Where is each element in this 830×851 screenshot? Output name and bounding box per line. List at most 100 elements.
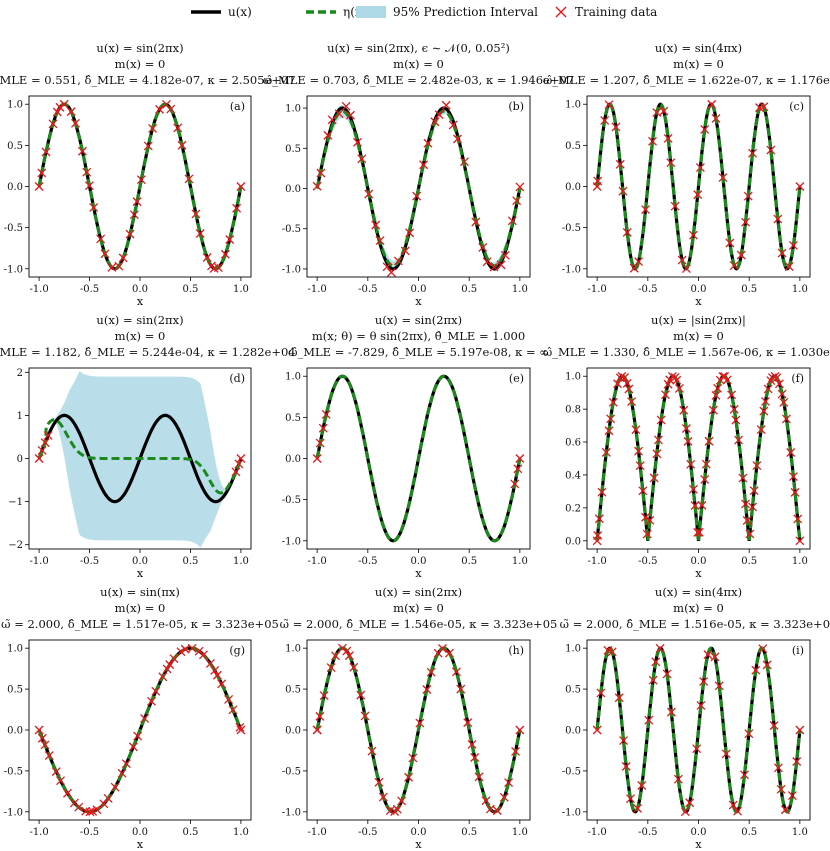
training-data-point — [312, 181, 322, 191]
training-data-point — [766, 145, 776, 155]
y-tick-label: 0.6 — [565, 438, 581, 449]
training-data-point — [656, 415, 666, 425]
training-data-point — [741, 499, 751, 509]
plot-area — [595, 374, 802, 541]
panel-label: (a) — [230, 100, 245, 113]
x-tick-label: 0.0 — [411, 556, 427, 567]
training-data-point — [652, 449, 662, 459]
x-tick-label: 0.0 — [132, 556, 148, 567]
training-data-point — [748, 502, 757, 512]
x-axis-label: x — [137, 295, 144, 308]
training-data-point — [685, 798, 695, 808]
training-data-point — [228, 705, 238, 715]
y-tick-label: 0.0 — [565, 536, 581, 547]
training-data-point — [779, 397, 789, 407]
x-tick-label: 1.0 — [792, 827, 808, 838]
training-data-point — [148, 124, 158, 133]
truth-line — [595, 102, 802, 271]
training-data-point — [793, 514, 803, 524]
training-data-point — [55, 102, 65, 112]
training-data-point — [718, 173, 728, 183]
training-data-point — [382, 262, 392, 272]
training-data-point — [441, 100, 451, 110]
training-data-point — [773, 763, 783, 773]
panel-f: u(x) = |sin(2πx)|m(x) = 0 ω̂_MLE = 1.330,… — [543, 313, 830, 580]
training-data-point — [162, 100, 171, 109]
training-data-point — [515, 454, 525, 463]
training-data-point — [784, 262, 794, 271]
training-data-point — [597, 487, 607, 497]
training-data-point — [117, 768, 127, 778]
training-data-point — [231, 467, 241, 477]
training-data-point — [761, 397, 770, 406]
training-data-point — [751, 665, 761, 675]
training-data-point — [312, 725, 322, 735]
x-tick-label: 0.0 — [132, 827, 148, 838]
training-data-point — [392, 804, 402, 814]
panel-title-line: u(x) = sin(2πx) — [96, 313, 183, 327]
training-data-point — [795, 725, 805, 735]
training-data-point — [714, 681, 724, 691]
legend-label: Training data — [575, 5, 657, 19]
y-tick-label: -1.0 — [4, 807, 23, 818]
y-tick-label: 0.2 — [565, 503, 581, 514]
training-data-point — [788, 472, 798, 482]
y-tick-label: 0.0 — [285, 454, 301, 465]
x-tick-label: -1.0 — [587, 284, 606, 295]
training-data-point — [66, 107, 76, 117]
training-data-point — [319, 691, 329, 700]
training-data-point — [151, 686, 161, 696]
x-tick-label: -1.0 — [29, 556, 48, 567]
x-axis-label: x — [415, 567, 422, 580]
panel-title-line: m(x) = 0 — [115, 601, 166, 615]
panel-title-line: u(x) = sin(2πx) — [96, 41, 183, 55]
training-data-point — [635, 461, 645, 471]
training-data-point — [400, 246, 410, 256]
training-data-point — [693, 527, 703, 537]
training-data-point — [743, 191, 753, 201]
training-data-point — [500, 250, 510, 260]
training-data-point — [710, 652, 720, 662]
mean-dashed-line — [37, 646, 243, 814]
x-tick-label: -0.5 — [638, 556, 657, 567]
legend: u(x) η(x) 95% Prediction Interval Training … — [191, 5, 657, 19]
training-data-point — [71, 118, 80, 128]
mean-dashed-line — [315, 374, 522, 543]
training-data-point — [114, 261, 124, 271]
training-data-point — [594, 514, 604, 524]
training-data-point — [718, 372, 728, 381]
training-data-point — [40, 740, 50, 750]
training-data-point — [69, 798, 79, 808]
plot-area — [37, 102, 243, 271]
training-data-point — [478, 243, 488, 252]
training-data-point — [507, 216, 517, 226]
training-data-point — [143, 141, 153, 151]
x-tick-label: 0.5 — [461, 827, 477, 838]
training-data-point — [364, 189, 374, 199]
training-data-point — [236, 725, 246, 735]
training-data-point — [430, 117, 440, 127]
training-data-point — [225, 235, 235, 244]
x-tick-label: -0.5 — [358, 556, 377, 567]
training-data-point — [321, 409, 331, 419]
training-data-point — [48, 119, 58, 129]
training-data-point — [790, 487, 800, 497]
training-data-point — [660, 390, 670, 400]
panel-label: (i) — [792, 644, 804, 657]
training-data-point — [663, 133, 673, 143]
training-data-point — [360, 711, 370, 721]
panel-title-line: m(x) = 0 — [673, 329, 724, 343]
training-data-point — [474, 772, 484, 782]
training-data-point — [448, 120, 458, 130]
training-data-point — [346, 110, 355, 120]
x-tick-label: 1.0 — [792, 556, 808, 567]
training-data-point — [701, 459, 711, 469]
training-data-point — [786, 448, 796, 457]
training-data-point — [780, 805, 790, 815]
training-data-point — [693, 190, 703, 200]
training-data-point — [707, 99, 717, 109]
training-data-point — [755, 103, 764, 113]
training-data-point — [129, 210, 139, 220]
training-data-point — [721, 749, 731, 759]
x-tick-label: -1.0 — [307, 284, 326, 295]
